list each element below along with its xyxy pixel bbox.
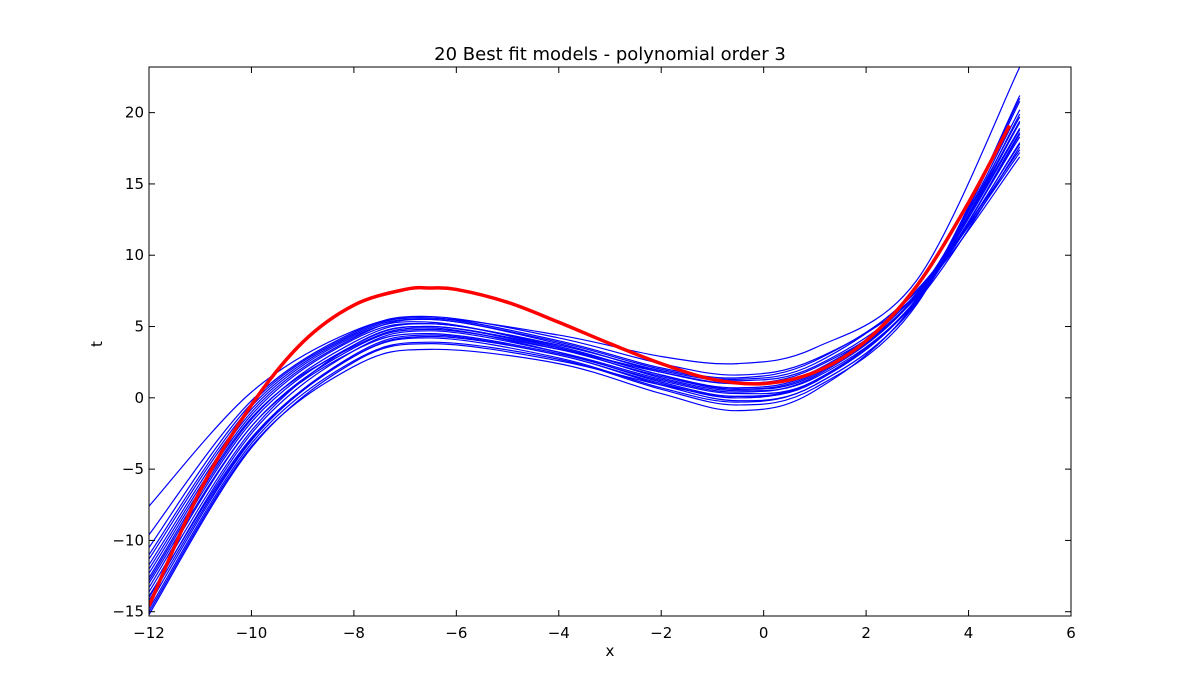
x-axis-label: x — [606, 642, 615, 660]
fit-model-line-10 — [149, 67, 1021, 507]
fit-model-line-16 — [149, 98, 1021, 613]
x-tick-label: −8 — [343, 624, 365, 642]
fit-model-line-18 — [149, 129, 1021, 581]
fit-model-line-7 — [149, 136, 1021, 578]
y-tick-label: 10 — [125, 246, 144, 264]
fit-model-line-13 — [149, 95, 1021, 610]
x-tick-label: 6 — [1066, 624, 1076, 642]
x-tick-label: 2 — [861, 624, 871, 642]
y-tick-label: 15 — [125, 175, 144, 193]
x-tick-label: 4 — [964, 624, 974, 642]
fit-model-line-17 — [149, 142, 1021, 565]
chart-title: 20 Best fit models - polynomial order 3 — [434, 44, 786, 65]
fit-model-line-5 — [149, 109, 1021, 615]
fit-model-line-11 — [149, 149, 1021, 556]
x-tick-label: −10 — [236, 624, 268, 642]
fit-model-line-19 — [149, 122, 1021, 601]
plot-frame — [148, 66, 1072, 617]
true-model-line — [149, 124, 1012, 607]
y-tick-label: −10 — [112, 531, 144, 549]
x-tick-label: −4 — [548, 624, 570, 642]
y-axis-label: t — [88, 341, 106, 347]
x-tick-label: −2 — [650, 624, 672, 642]
fit-model-line-2 — [149, 143, 1021, 570]
fit-model-line-9 — [149, 156, 1021, 536]
y-tick-label: −15 — [112, 603, 144, 621]
fit-model-line-3 — [149, 120, 1021, 598]
x-tick-label: −12 — [133, 624, 165, 642]
y-tick-label: 5 — [134, 318, 144, 336]
y-tick-label: −5 — [122, 460, 144, 478]
plot-area — [149, 67, 1021, 615]
x-tick-label: −6 — [445, 624, 467, 642]
y-tick-label: 0 — [134, 389, 144, 407]
x-tick-label: 0 — [759, 624, 769, 642]
y-tick-label: 20 — [125, 104, 144, 122]
fit-model-line-6 — [149, 116, 1021, 593]
axes: −12 −10 −8 −6 −4 −2 0 2 4 6 −15 −10 −5 0 5 10 15 20 — [112, 66, 1076, 642]
